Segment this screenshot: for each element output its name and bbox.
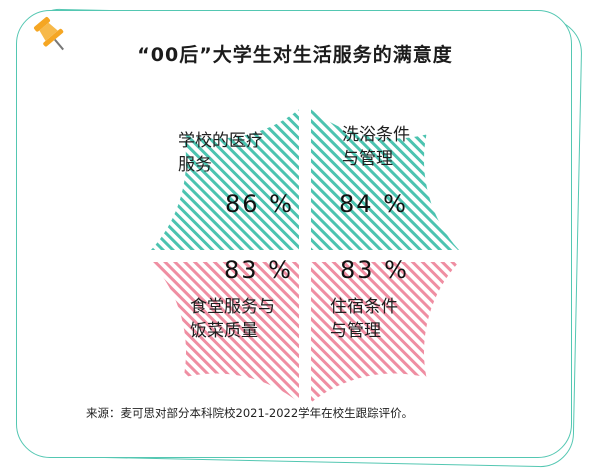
petal-3 <box>151 262 299 403</box>
petal-value-4: 83 % <box>340 256 409 284</box>
petal-1 <box>151 109 299 251</box>
petal-2 <box>311 109 459 251</box>
petal-4 <box>311 262 459 403</box>
petal-value-3: 83 % <box>224 256 293 284</box>
petal-label-1: 学校的医疗服务 <box>178 131 263 175</box>
petal-label-3: 食堂服务与饭菜质量 <box>190 297 275 341</box>
petal-value-1: 86 % <box>225 190 294 218</box>
petal-value-2: 84 % <box>339 190 408 218</box>
source-note: 来源：麦可思对部分本科院校2021-2022学年在校生跟踪评价。 <box>86 406 414 420</box>
petal-label-4: 住宿条件与管理 <box>330 297 398 341</box>
petal-label-2: 洗浴条件与管理 <box>342 125 410 169</box>
pushpin-icon <box>33 17 64 51</box>
chart-title: “00后”大学生对生活服务的满意度 <box>137 44 453 66</box>
